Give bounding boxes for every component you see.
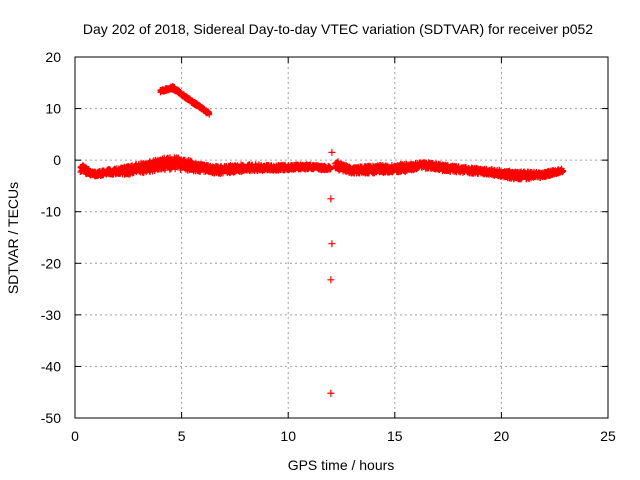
chart-title: Day 202 of 2018, Sidereal Day-to-day VTE… (83, 21, 593, 37)
x-axis-label: GPS time / hours (288, 457, 395, 473)
outlier-point (327, 276, 335, 284)
outlier-point (328, 148, 336, 156)
x-tick-label: 5 (178, 428, 186, 444)
series-high-arc (157, 83, 213, 118)
plot-area (77, 83, 567, 397)
high-arc-point (206, 111, 213, 118)
x-tick-label: 20 (494, 428, 510, 444)
main-band-point (560, 168, 567, 175)
y-axis-label: SDTVAR / TECUs (5, 182, 21, 294)
y-tick-label: -20 (41, 255, 61, 271)
y-tick-label: 10 (45, 101, 61, 117)
y-tick-label: 0 (53, 152, 61, 168)
y-tick-label: -30 (41, 307, 61, 323)
grid (75, 57, 608, 418)
tick-labels: 0 5 10 15 20 25 20 10 0 -10 -20 -30 -40 -50 (41, 49, 616, 444)
axis-ticks (74, 56, 609, 419)
outlier-point (328, 240, 336, 248)
plot-frame (74, 56, 609, 419)
y-tick-label: -10 (41, 204, 61, 220)
series-outliers (327, 148, 336, 397)
y-tick-label: -40 (41, 358, 61, 374)
x-tick-label: 0 (71, 428, 79, 444)
y-tick-label: -50 (41, 410, 61, 426)
y-tick-label: 20 (45, 49, 61, 65)
outlier-point (327, 195, 335, 203)
x-tick-label: 25 (600, 428, 616, 444)
outlier-point (327, 389, 335, 397)
x-tick-label: 15 (387, 428, 403, 444)
x-tick-label: 10 (280, 428, 296, 444)
series-main-band (77, 154, 567, 183)
